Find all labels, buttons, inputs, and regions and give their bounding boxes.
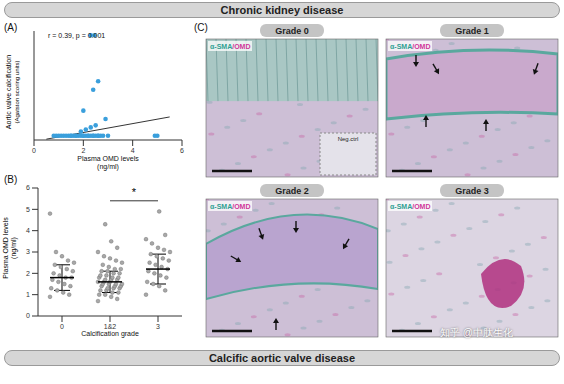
svg-text:1&2: 1&2 (104, 323, 117, 330)
html-text:知乎 @中肽生化: 知乎 @中肽生化 (440, 327, 513, 338)
svg-text:(Agatston scoring units): (Agatston scoring units) (14, 60, 20, 123)
svg-text:Grade 1: Grade 1 (455, 26, 489, 36)
svg-text:1: 1 (26, 291, 30, 298)
html-text:Calcific aortic valve disease: Calcific aortic valve disease (208, 352, 356, 364)
svg-text:6: 6 (180, 147, 184, 154)
svg-text:α-SMA/OMD: α-SMA/OMD (210, 43, 250, 50)
svg-text:Aortic valve calcification: Aortic valve calcification (8, 55, 12, 129)
html-text:(A): (A) (4, 22, 18, 33)
svg-text:Grade 0: Grade 0 (275, 26, 309, 36)
svg-text:3: 3 (26, 248, 30, 255)
svg-text:(ng/ml): (ng/ml) (10, 237, 18, 259)
svg-text:6: 6 (26, 184, 30, 191)
svg-text:0: 0 (60, 323, 64, 330)
svg-text:4: 4 (26, 227, 30, 234)
html-text:(B): (B) (4, 174, 18, 185)
svg-text:Grade 2: Grade 2 (275, 186, 309, 196)
svg-text:α-SMA/OMD: α-SMA/OMD (210, 203, 250, 210)
html-text:(C): (C) (194, 22, 208, 33)
svg-text:3: 3 (156, 323, 160, 330)
html-text:(ng/ml): (ng/ml) (97, 163, 119, 170)
svg-text:0: 0 (26, 312, 30, 319)
svg-text:α-SMA/OMD: α-SMA/OMD (390, 203, 430, 210)
svg-text:4: 4 (131, 147, 135, 154)
svg-text:α-SMA/OMD: α-SMA/OMD (390, 43, 430, 50)
html-text:Chronic kidney disease: Chronic kidney disease (220, 4, 344, 16)
svg-text:2: 2 (26, 270, 30, 277)
html-text:Plasma OMD levels: Plasma OMD levels (77, 155, 139, 162)
html-text:r = 0.39, p = 0.001: r = 0.39, p = 0.001 (48, 32, 106, 39)
svg-text:*: * (132, 186, 137, 198)
svg-text:2: 2 (81, 147, 85, 154)
svg-text:Neg.ctrl: Neg.ctrl (338, 136, 359, 142)
svg-text:0: 0 (32, 147, 36, 154)
svg-text:Grade 3: Grade 3 (455, 186, 489, 196)
html-text:Calcification grade: Calcification grade (81, 330, 139, 337)
svg-text:Plasma OMD levels: Plasma OMD levels (8, 217, 9, 279)
svg-text:5: 5 (26, 206, 30, 213)
